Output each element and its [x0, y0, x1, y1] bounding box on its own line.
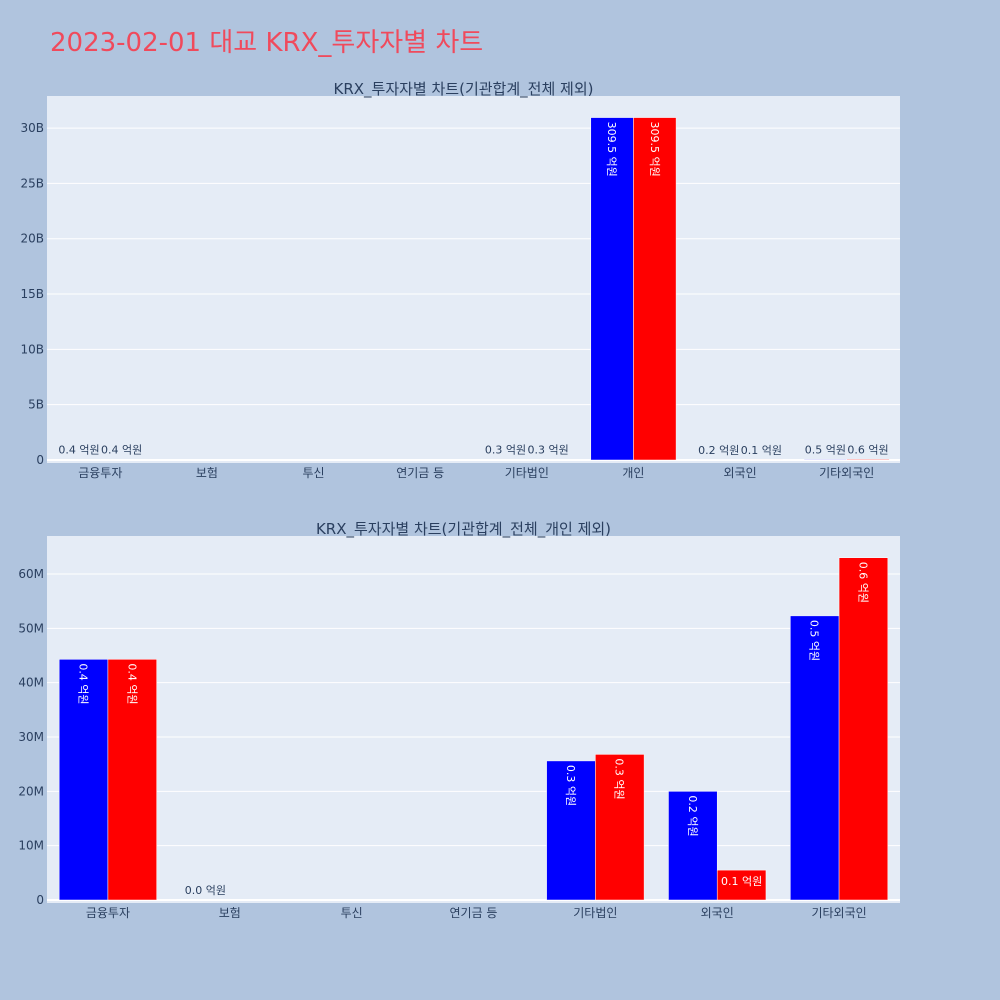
x-tick-label: 연기금 등	[450, 906, 498, 920]
bar	[668, 791, 718, 901]
y-tick-label: 20M	[18, 784, 44, 798]
data-label: 0.1 억원	[741, 444, 782, 457]
data-label: 309.5 억원	[605, 122, 618, 177]
x-tick-label: 보험	[196, 466, 218, 480]
data-label: 0.5 억원	[805, 443, 846, 456]
bar	[803, 459, 847, 461]
data-label: 0.4 억원	[101, 444, 142, 457]
data-label: 0.4 억원	[125, 663, 138, 704]
y-tick-label: 40M	[18, 676, 44, 690]
x-tick-label: 기타법인	[573, 906, 617, 920]
chart-title: KRX_투자자별 차트(기관합계_전체 제외)	[334, 80, 594, 99]
y-tick-label: 0	[36, 453, 44, 467]
y-tick-label: 10M	[18, 839, 44, 853]
data-label: 0.4 억원	[77, 663, 90, 704]
bar	[633, 117, 677, 461]
page-title: 2023-02-01 대교 KRX_투자자별 차트	[50, 28, 484, 58]
chart-title: KRX_투자자별 차트(기관합계_전체_개인 제외)	[316, 520, 611, 539]
x-tick-label: 투신	[341, 906, 363, 920]
data-label: 0.0 억원	[185, 884, 226, 897]
data-label: 0.3 억원	[485, 444, 526, 457]
data-label: 0.6 억원	[847, 443, 888, 456]
plot-area	[47, 96, 900, 463]
plot-area	[47, 536, 900, 903]
data-label: 0.1 억원	[721, 875, 762, 888]
x-tick-label: 기타외국인	[819, 466, 874, 480]
bar	[846, 459, 890, 461]
bar	[838, 557, 889, 901]
x-tick-label: 기타외국인	[811, 906, 866, 920]
y-tick-label: 30M	[18, 730, 44, 744]
data-label: 0.3 억원	[613, 758, 626, 799]
x-tick-label: 기타법인	[505, 466, 549, 480]
bar	[107, 659, 157, 901]
x-tick-label: 개인	[622, 466, 644, 480]
y-tick-label: 5B	[28, 398, 44, 412]
x-tick-label: 금융투자	[86, 906, 130, 920]
data-label: 309.5 억원	[648, 122, 661, 177]
data-label: 0.3 억원	[564, 765, 577, 806]
y-tick-label: 60M	[18, 567, 44, 581]
bar	[58, 659, 109, 901]
x-tick-label: 보험	[219, 906, 241, 920]
y-tick-label: 25B	[20, 176, 44, 190]
y-tick-label: 10B	[20, 342, 44, 356]
data-label: 0.3 억원	[528, 444, 569, 457]
x-tick-label: 투신	[303, 466, 325, 480]
data-label: 0.2 억원	[686, 795, 699, 836]
data-label: 0.4 억원	[58, 444, 99, 457]
data-label: 0.5 억원	[808, 620, 821, 661]
bar	[595, 754, 645, 901]
y-tick-label: 0	[36, 893, 44, 907]
y-tick-label: 20B	[20, 232, 44, 246]
x-tick-label: 외국인	[701, 906, 734, 920]
y-tick-label: 15B	[20, 287, 44, 301]
bar	[790, 615, 840, 901]
chart-2: 0 10M 20M 30M 40M 50M 60M KRX_투자자별 차트(기관합계_전체_개…	[18, 520, 900, 920]
y-tick-label: 50M	[18, 621, 44, 635]
data-label: 0.6 억원	[856, 562, 869, 603]
bar	[590, 117, 634, 461]
bar	[716, 869, 767, 901]
y-tick-label: 30B	[20, 121, 44, 135]
x-tick-label: 금융투자	[78, 466, 122, 480]
x-tick-label: 연기금 등	[396, 466, 444, 480]
data-label: 0.2 억원	[698, 444, 739, 457]
x-tick-label: 외국인	[724, 466, 757, 480]
chart-1: 0 5B 10B 15B 20B 25B 30B KRX_투자자별 차트(기관합계_전체 제외…	[20, 80, 900, 480]
